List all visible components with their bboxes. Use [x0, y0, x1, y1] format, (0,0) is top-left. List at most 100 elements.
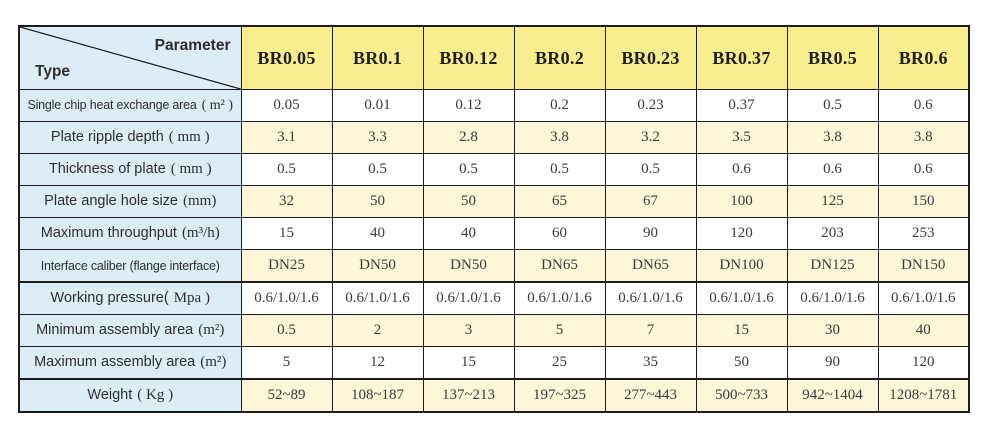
row-unit-text: ( mm ) [170, 161, 212, 177]
cell-value: 0.5 [422, 153, 515, 186]
cell-value: 0.12 [422, 89, 515, 122]
cell-value: 120 [695, 217, 788, 250]
cell-value: 90 [604, 217, 697, 250]
cell-value: DN100 [695, 249, 788, 283]
column-header-br0.05: BR0.05 [240, 25, 333, 90]
row-label-text: Weight [87, 387, 133, 403]
corner-type-label: Type [35, 63, 71, 80]
row-label-text: Maximum assembly area [34, 354, 196, 370]
cell-value: 0.5 [240, 314, 333, 347]
cell-value: 0.6/1.0/1.6 [513, 281, 606, 315]
cell-value: DN50 [331, 249, 424, 283]
cell-value: 203 [786, 217, 879, 250]
cell-value: 15 [695, 314, 788, 347]
row-label: Interface caliber (flange interface) [18, 249, 242, 283]
cell-value: 100 [695, 185, 788, 218]
cell-value: 942~1404 [786, 378, 879, 413]
column-header-br0.5: BR0.5 [786, 25, 879, 90]
table-row: Interface caliber (flange interface) DN25… [18, 249, 970, 283]
table-row: Working pressure(Mpa ) 0.6/1.0/1.6 0.6/1.0… [18, 281, 970, 315]
row-label-text: Thickness of plate [48, 161, 166, 177]
table-row: Maximum throughput (m³/h) 15 40 40 60 90 120 203… [18, 217, 970, 250]
cell-value: DN125 [786, 249, 879, 283]
cell-value: 150 [877, 185, 970, 218]
cell-value: 7 [604, 314, 697, 347]
cell-value: 40 [331, 217, 424, 250]
cell-value: 0.5 [240, 153, 333, 186]
cell-value: 3.5 [695, 121, 788, 154]
cell-value: 5 [513, 314, 606, 347]
cell-value: 50 [695, 346, 788, 380]
row-label: Thickness of plate( mm ) [18, 153, 242, 186]
cell-value: DN65 [604, 249, 697, 283]
row-label: Maximum assembly area (m²) [18, 346, 242, 380]
cell-value: 0.6/1.0/1.6 [422, 281, 515, 315]
cell-value: 40 [422, 217, 515, 250]
cell-value: 0.2 [513, 89, 606, 122]
cell-value: 5 [240, 346, 333, 380]
diagonal-divider [20, 27, 241, 89]
cell-value: 0.37 [695, 89, 788, 122]
cell-value: DN50 [422, 249, 515, 283]
cell-value: 0.5 [786, 89, 879, 122]
cell-value: 0.6/1.0/1.6 [786, 281, 879, 315]
cell-value: 3.3 [331, 121, 424, 154]
corner-parameter-label: Parameter [154, 37, 231, 54]
cell-value: 0.6 [877, 153, 970, 186]
cell-value: DN25 [240, 249, 333, 283]
header-row: Parameter Type BR0.05 BR0.1 BR0.12 BR0.2 BR0… [18, 25, 970, 90]
cell-value: 30 [786, 314, 879, 347]
cell-value: 125 [786, 185, 879, 218]
row-label: Working pressure(Mpa ) [18, 281, 242, 315]
cell-value: 0.6/1.0/1.6 [331, 281, 424, 315]
table-row: Maximum assembly area (m²) 5 12 15 25 35 50 90 12… [18, 346, 970, 380]
row-label-text: Maximum throughput [40, 225, 177, 241]
cell-value: 1208~1781 [877, 378, 970, 413]
row-label: Plate ripple depth( mm ) [18, 121, 242, 154]
cell-value: 0.6/1.0/1.6 [695, 281, 788, 315]
table-row: Plate ripple depth( mm ) 3.1 3.3 2.8 3.8 3.2 3… [18, 121, 970, 154]
row-unit-text: ( m² ) [201, 97, 234, 113]
cell-value: 35 [604, 346, 697, 380]
row-unit-text: (m³/h) [181, 225, 220, 241]
column-header-br0.1: BR0.1 [331, 25, 424, 90]
cell-value: 40 [877, 314, 970, 347]
table-row: Thickness of plate( mm ) 0.5 0.5 0.5 0.5 0.5 0… [18, 153, 970, 186]
row-label-text: Minimum assembly area [36, 322, 194, 338]
cell-value: 32 [240, 185, 333, 218]
row-unit-text: (m²) [200, 354, 227, 370]
cell-value: 50 [331, 185, 424, 218]
cell-value: DN150 [877, 249, 970, 283]
cell-value: DN65 [513, 249, 606, 283]
cell-value: 25 [513, 346, 606, 380]
row-label-text: Working pressure( [50, 290, 169, 306]
cell-value: 0.6 [877, 89, 970, 122]
cell-value: 197~325 [513, 378, 606, 413]
column-header-br0.23: BR0.23 [604, 25, 697, 90]
cell-value: 3.8 [877, 121, 970, 154]
row-label: Single chip heat exchange area ( m² ) [18, 89, 242, 122]
cell-value: 50 [422, 185, 515, 218]
cell-value: 60 [513, 217, 606, 250]
cell-value: 15 [422, 346, 515, 380]
row-label-text: Single chip heat exchange area [27, 97, 197, 112]
row-unit-text: (mm) [183, 193, 217, 209]
cell-value: 0.5 [604, 153, 697, 186]
cell-value: 0.6/1.0/1.6 [240, 281, 333, 315]
column-header-br0.37: BR0.37 [695, 25, 788, 90]
cell-value: 0.5 [513, 153, 606, 186]
cell-value: 65 [513, 185, 606, 218]
cell-value: 3.1 [240, 121, 333, 154]
cell-value: 500~733 [695, 378, 788, 413]
cell-value: 0.6/1.0/1.6 [877, 281, 970, 315]
row-label-text: Plate ripple depth [50, 129, 164, 145]
row-unit-text: ( Kg ) [137, 387, 174, 403]
column-header-br0.2: BR0.2 [513, 25, 606, 90]
cell-value: 0.6/1.0/1.6 [604, 281, 697, 315]
row-unit-text: (m²) [198, 322, 225, 338]
cell-value: 0.6 [786, 153, 879, 186]
cell-value: 12 [331, 346, 424, 380]
cell-value: 2.8 [422, 121, 515, 154]
cell-value: 0.5 [331, 153, 424, 186]
